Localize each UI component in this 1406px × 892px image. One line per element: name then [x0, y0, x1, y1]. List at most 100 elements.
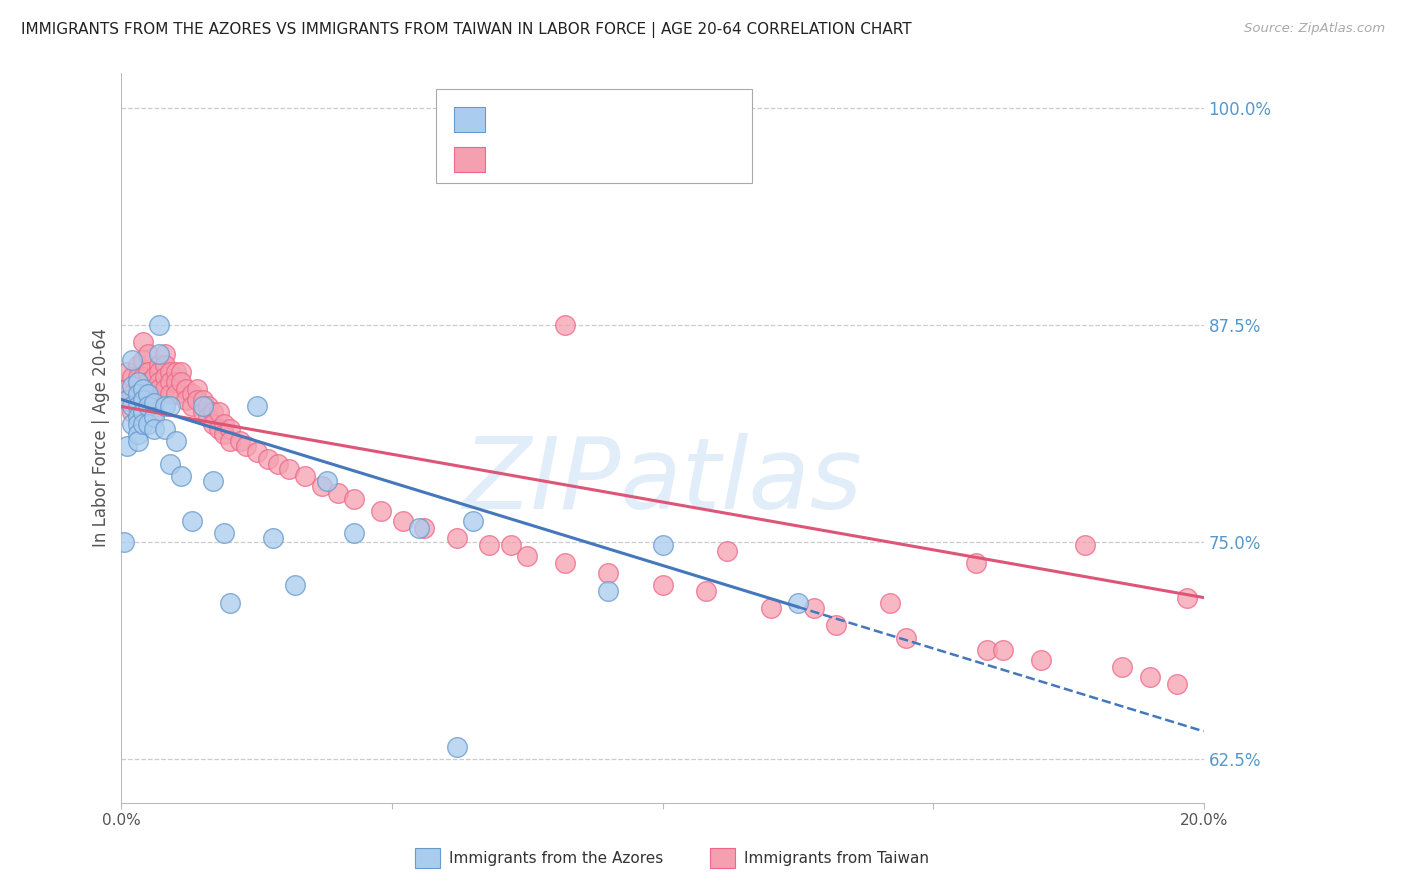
Text: 48: 48 [620, 112, 640, 128]
Point [127, 392, 149, 407]
Point [218, 596, 240, 610]
Point [824, 618, 846, 632]
Point [142, 409, 165, 424]
Point [202, 417, 225, 431]
Point [413, 521, 436, 535]
Point [1166, 677, 1188, 691]
Point [186, 392, 208, 407]
Point [132, 405, 155, 419]
Text: Immigrants from the Azores: Immigrants from the Azores [449, 851, 662, 865]
Point [343, 526, 366, 541]
Point [132, 335, 155, 350]
Point [965, 556, 987, 570]
Point [408, 521, 430, 535]
Point [186, 382, 208, 396]
Point [127, 400, 149, 414]
Point [132, 392, 155, 407]
Point [180, 387, 202, 401]
Point [153, 347, 176, 361]
Point [316, 474, 339, 488]
Point [1073, 538, 1095, 552]
Point [246, 400, 269, 414]
Point [208, 422, 231, 436]
Point [148, 347, 170, 361]
Point [132, 370, 155, 384]
Text: R =: R = [494, 153, 527, 168]
Point [127, 382, 149, 396]
Point [218, 422, 240, 436]
Point [446, 532, 468, 546]
Point [148, 382, 170, 396]
Point [127, 387, 149, 401]
Point [326, 486, 349, 500]
Point [1031, 653, 1053, 667]
Point [463, 514, 485, 528]
Point [170, 365, 193, 379]
Point [138, 387, 160, 401]
Point [343, 491, 366, 506]
Point [112, 535, 135, 549]
Y-axis label: In Labor Force | Age 20-64: In Labor Force | Age 20-64 [93, 328, 110, 548]
Point [127, 358, 149, 372]
Point [786, 596, 808, 610]
Point [235, 439, 257, 453]
Point [127, 405, 149, 419]
Text: R =: R = [494, 112, 527, 128]
Point [202, 405, 225, 419]
Point [138, 400, 160, 414]
Point [180, 400, 202, 414]
Point [1111, 660, 1133, 674]
Point [212, 427, 235, 442]
Point [516, 549, 538, 563]
Point [976, 642, 998, 657]
Point [159, 400, 181, 414]
Point [803, 601, 825, 615]
Point [446, 739, 468, 754]
Point [370, 504, 392, 518]
Point [191, 392, 214, 407]
Point [278, 462, 301, 476]
Text: IMMIGRANTS FROM THE AZORES VS IMMIGRANTS FROM TAIWAN IN LABOR FORCE | AGE 20-64 : IMMIGRANTS FROM THE AZORES VS IMMIGRANTS… [21, 22, 911, 38]
Point [115, 382, 138, 396]
Point [115, 392, 138, 407]
Point [651, 538, 673, 552]
Point [165, 365, 187, 379]
Point [218, 434, 240, 449]
Point [132, 382, 155, 396]
Point [159, 387, 181, 401]
Point [170, 469, 193, 483]
Point [554, 556, 576, 570]
Point [138, 375, 160, 389]
Point [478, 538, 501, 552]
Point [894, 631, 917, 645]
Point [212, 417, 235, 431]
Point [229, 434, 252, 449]
Point [246, 444, 269, 458]
Point [142, 396, 165, 410]
Point [142, 392, 165, 407]
Point [1177, 591, 1199, 605]
Point [121, 370, 143, 384]
Text: -0.469: -0.469 [524, 112, 574, 128]
Point [311, 479, 333, 493]
Point [148, 375, 170, 389]
Point [651, 578, 673, 592]
Point [148, 358, 170, 372]
Point [148, 318, 170, 332]
Point [142, 422, 165, 436]
Point [499, 538, 522, 552]
Point [138, 347, 160, 361]
Point [127, 409, 149, 424]
Point [132, 400, 155, 414]
Point [159, 457, 181, 471]
Text: N =: N = [591, 153, 624, 168]
Point [115, 365, 138, 379]
Point [598, 566, 620, 581]
Point [1139, 670, 1161, 684]
Text: 95: 95 [620, 153, 640, 168]
Point [132, 382, 155, 396]
Point [121, 378, 143, 392]
Point [197, 409, 219, 424]
Point [197, 400, 219, 414]
Point [212, 526, 235, 541]
